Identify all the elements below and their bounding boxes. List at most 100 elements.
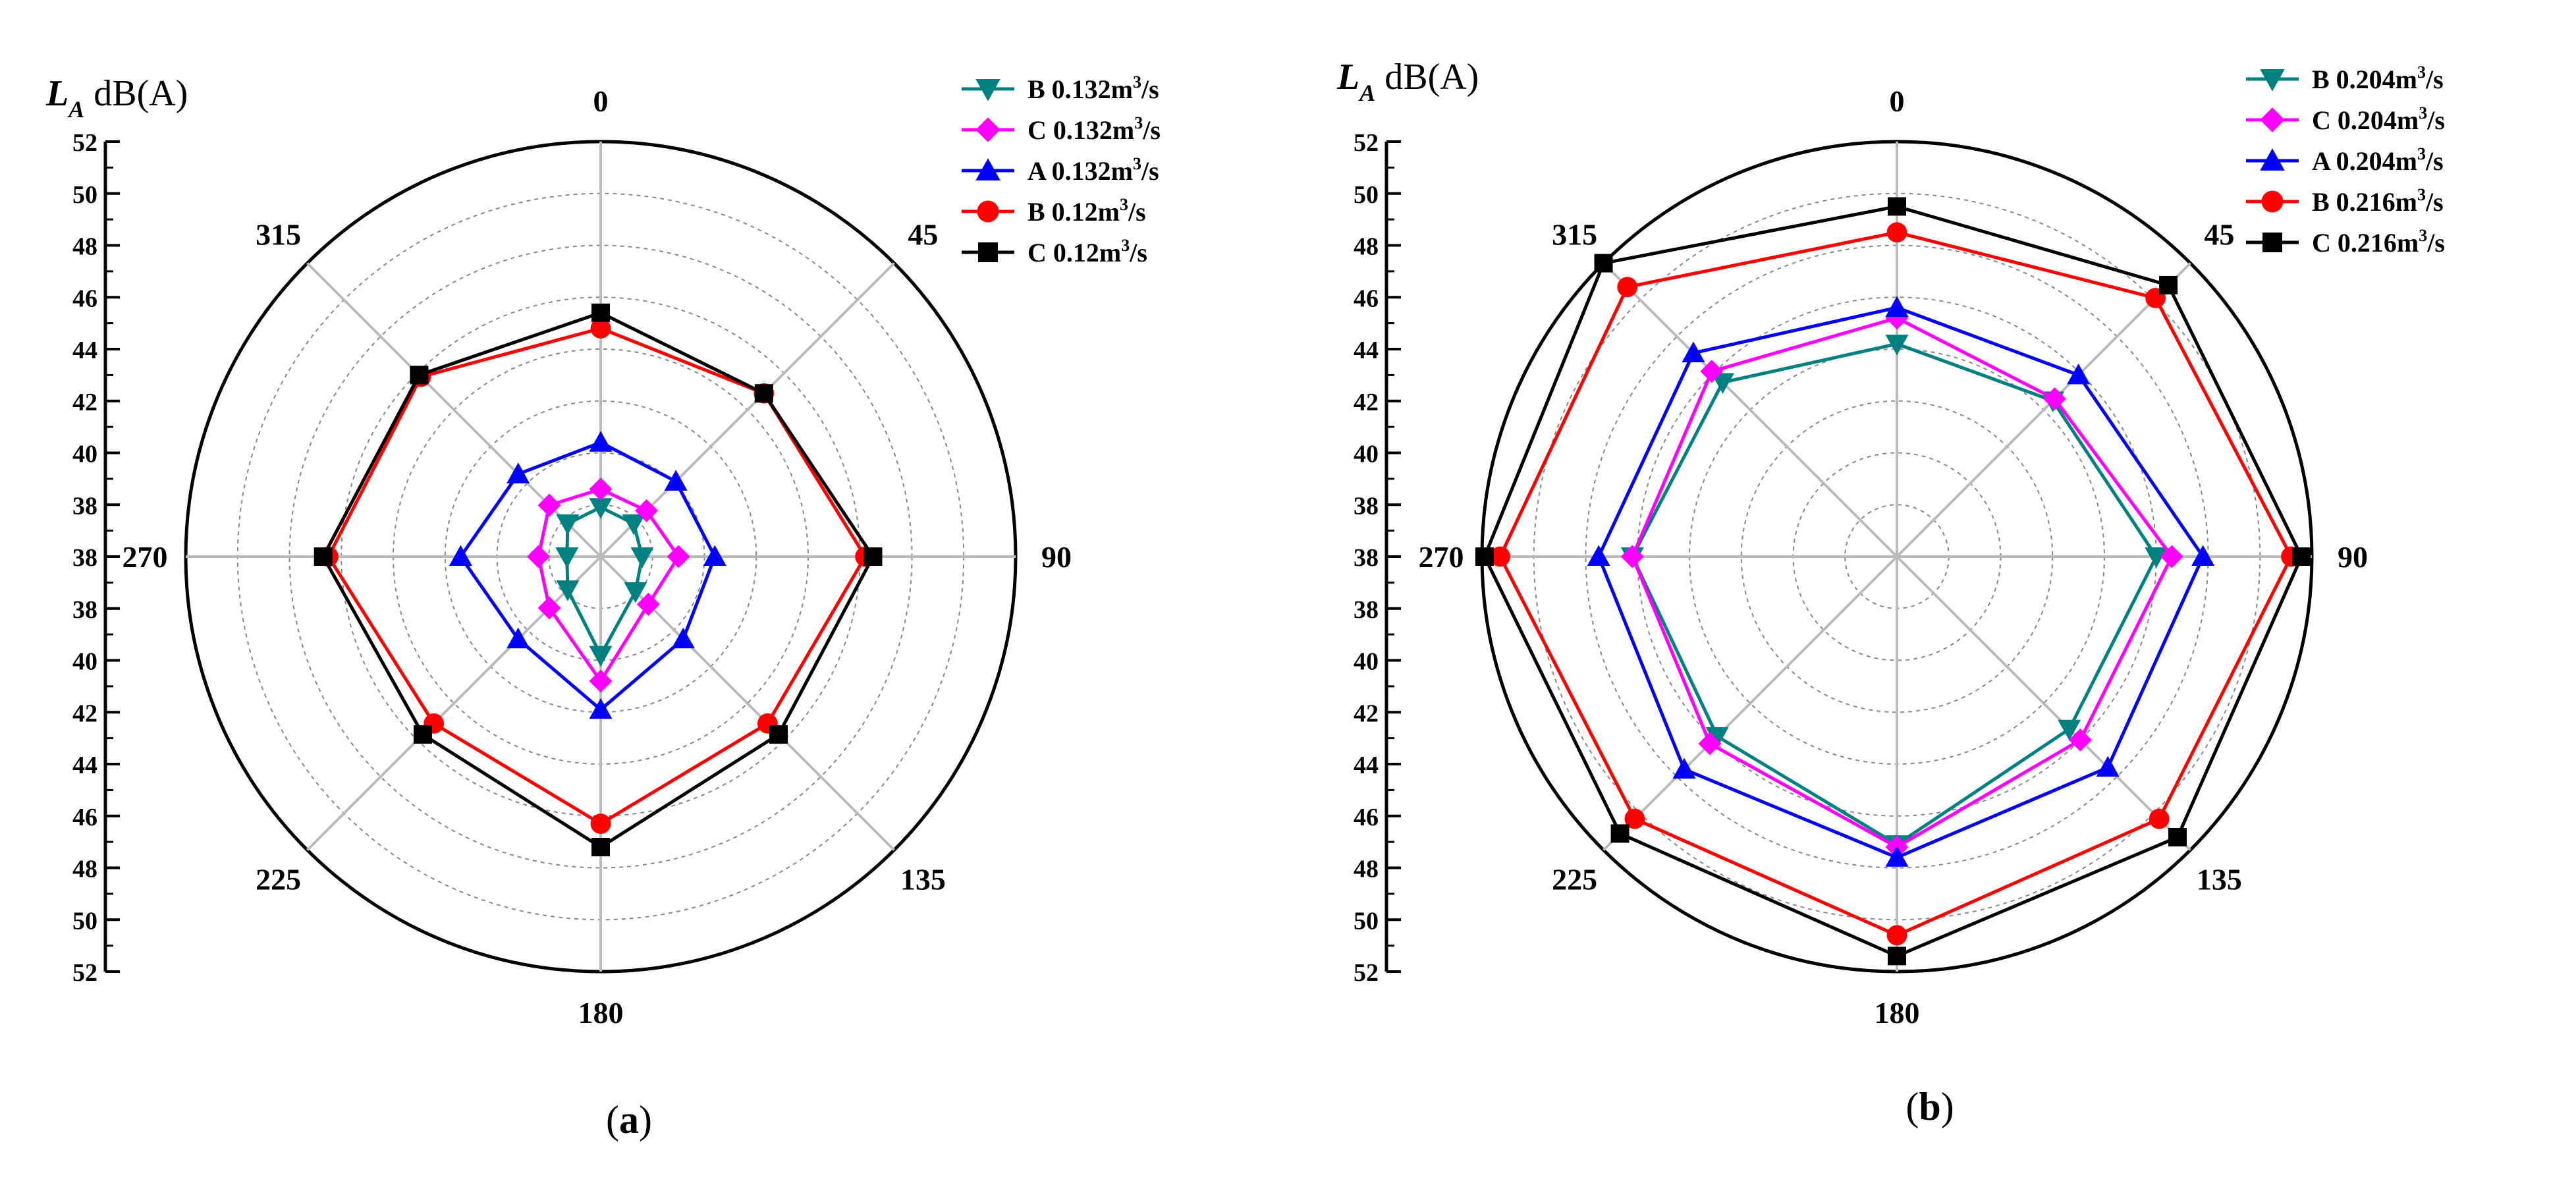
radial-axis-tick-label: 46: [72, 804, 97, 831]
legend-marker: [2261, 190, 2284, 213]
radial-axis-tick-label: 46: [1354, 804, 1379, 831]
angle-label: 315: [1552, 218, 1597, 252]
angle-label: 180: [1875, 996, 1920, 1030]
data-point: [1886, 222, 1907, 243]
data-point: [2042, 387, 2066, 411]
angle-label: 225: [256, 862, 301, 896]
radial-axis-tick-label: 42: [72, 700, 97, 727]
series-0: [555, 498, 654, 667]
radial-axis-tick-label: 50: [1354, 181, 1379, 209]
radial-axis-tick-label: 40: [1354, 441, 1379, 468]
data-point: [863, 547, 883, 566]
legend-item: B 0.216m3/s: [2246, 185, 2444, 217]
data-point: [410, 366, 429, 385]
angle-label: 90: [1041, 540, 1072, 574]
data-point: [754, 384, 773, 403]
radial-axis-tick-label: 50: [72, 907, 97, 935]
legend-label: A 0.132m3/s: [1028, 154, 1159, 186]
legend-label: B 0.12m3/s: [1028, 195, 1146, 227]
legend-label: C 0.204m3/s: [2312, 103, 2445, 135]
angle-label: 0: [1890, 84, 1905, 118]
chart-panel-a: 0 45 90 135 180 225 270 315 52 50 48 46 44 42 40 38 38 38…: [45, 72, 1161, 1142]
data-point: [1610, 824, 1630, 843]
data-point: [664, 470, 688, 491]
data-point: [1711, 373, 1734, 394]
data-point: [589, 498, 613, 519]
legend-marker: [2260, 69, 2285, 92]
angle-label: 0: [593, 84, 609, 118]
data-point: [1594, 254, 1613, 273]
angle-label: 315: [256, 218, 301, 252]
y-axis-label: LA dB(A): [1336, 57, 1479, 106]
radial-axis-tick-label: 38: [72, 492, 97, 520]
radial-axis-tick-label: 42: [72, 389, 97, 416]
radial-axis-tick-label: 40: [72, 648, 97, 676]
angle-label: 135: [900, 862, 946, 896]
angle-label: 135: [2197, 862, 2242, 896]
radial-axis-tick-label: 52: [1354, 129, 1379, 157]
radial-axis-tick-label: 40: [72, 441, 97, 468]
data-point: [1620, 545, 1644, 568]
data-point: [1624, 808, 1645, 829]
series-line: [1630, 342, 2158, 847]
data-point: [624, 582, 647, 603]
data-point: [1885, 296, 1909, 317]
radial-axis-tick-label: 48: [72, 233, 97, 261]
data-point: [1705, 727, 1729, 748]
legend-item: B 0.204m3/s: [2246, 63, 2444, 94]
radial-axis-tick-label: 52: [1354, 959, 1379, 987]
radial-axis-tick-label: 38: [72, 544, 97, 572]
data-point: [556, 580, 580, 601]
grid-spoke: [1603, 262, 1898, 558]
radial-axis-tick-label: 38: [72, 596, 97, 624]
data-point: [2068, 728, 2092, 752]
angle-label: 270: [1419, 540, 1464, 574]
data-point: [2159, 275, 2178, 294]
radial-axis-tick-label: 50: [1354, 907, 1379, 935]
data-point: [2191, 545, 2215, 566]
radial-axis-tick-label: 40: [1354, 648, 1379, 676]
legend-item: B 0.132m3/s: [962, 72, 1159, 104]
radial-axis-tick-label: 42: [1354, 389, 1379, 416]
data-point: [527, 545, 550, 568]
legend-label: C 0.12m3/s: [1028, 236, 1147, 267]
panel-caption: (b): [1905, 1085, 1954, 1128]
grid-spoke: [306, 555, 602, 851]
angle-label: 45: [908, 218, 938, 252]
legend-label: C 0.216m3/s: [2312, 226, 2445, 258]
legend-marker: [975, 158, 1000, 180]
data-point: [2168, 827, 2187, 846]
data-point: [591, 303, 610, 322]
radial-axis-tick-label: 44: [1354, 337, 1379, 364]
series-4: [314, 303, 883, 856]
radial-axis-tick-label: 38: [1354, 596, 1379, 624]
grid-spoke: [1603, 555, 1898, 851]
data-point: [1682, 341, 1705, 362]
legend-marker: [2262, 233, 2282, 252]
series-3: [1490, 222, 2301, 946]
legend-label: A 0.204m3/s: [2312, 144, 2444, 176]
y-axis-label: LA dB(A): [45, 73, 188, 123]
radial-axis-tick-label: 44: [72, 752, 97, 779]
radial-axis-tick-label: 46: [72, 285, 97, 312]
data-point: [636, 592, 660, 616]
radial-axis-tick-label: 48: [72, 856, 97, 883]
series-2: [1587, 296, 2215, 867]
data-point: [1888, 197, 1906, 216]
radial-axis-tick-label: 38: [1354, 492, 1379, 520]
legend-item: C 0.132m3/s: [962, 113, 1161, 145]
radial-axis-tick-label: 52: [72, 959, 97, 987]
data-point: [590, 813, 611, 834]
data-point: [2096, 756, 2120, 777]
data-point: [1700, 360, 1724, 383]
data-point: [589, 646, 613, 667]
angle-label: 180: [578, 996, 624, 1030]
data-point: [589, 431, 613, 452]
data-point: [635, 499, 659, 522]
data-point: [703, 545, 726, 566]
radial-axis-tick-label: 52: [72, 129, 97, 157]
data-point: [1886, 925, 1907, 946]
angle-label: 90: [2338, 540, 2368, 574]
legend-label: B 0.216m3/s: [2312, 185, 2444, 217]
